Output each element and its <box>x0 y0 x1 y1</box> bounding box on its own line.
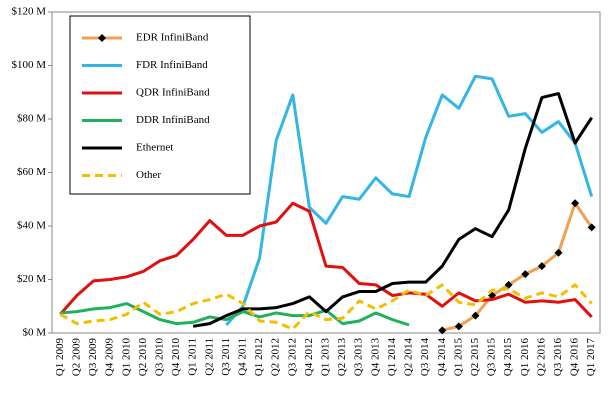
y-tick-label: $80 M <box>17 113 46 125</box>
x-tick-label: Q3 2016 <box>552 338 564 377</box>
x-tick-label: Q4 2015 <box>502 338 514 377</box>
legend-label: QDR InfiniBand <box>136 87 210 99</box>
legend-label: FDR InfiniBand <box>136 59 208 71</box>
series-marker <box>504 280 513 289</box>
legend-label: Ethernet <box>136 142 173 154</box>
legend-marker <box>98 34 106 42</box>
x-tick-label: Q2 2014 <box>403 338 415 377</box>
x-tick-label: Q1 2012 <box>253 338 265 376</box>
legend-label: Other <box>136 169 161 181</box>
series-marker <box>571 199 580 208</box>
x-tick-label: Q1 2011 <box>187 338 199 376</box>
y-tick-label: $100 M <box>11 59 46 71</box>
series-marker <box>454 322 463 331</box>
y-tick-label: $20 M <box>17 273 46 285</box>
x-tick-label: Q3 2013 <box>353 338 365 377</box>
series-line <box>192 92 593 328</box>
x-tick-label: Q3 2010 <box>153 338 165 377</box>
x-tick-label: Q1 2015 <box>452 338 464 377</box>
x-tick-label: Q2 2016 <box>535 338 547 377</box>
series-marker <box>537 262 546 271</box>
x-tick-label: Q2 2011 <box>203 338 215 376</box>
x-tick-label: Q3 2009 <box>87 338 99 377</box>
x-tick-label: Q2 2013 <box>336 338 348 377</box>
x-tick-label: Q1 2017 <box>585 338 597 377</box>
x-tick-label: Q4 2016 <box>569 338 581 377</box>
series-line <box>59 201 593 318</box>
x-tick-label: Q3 2015 <box>486 338 498 377</box>
x-tick-label: Q3 2014 <box>419 338 431 377</box>
series-marker <box>554 248 563 257</box>
x-tick-label: Q1 2016 <box>519 338 531 377</box>
x-tick-label: Q1 2014 <box>386 338 398 377</box>
series-line <box>59 283 593 331</box>
x-tick-label: Q4 2014 <box>436 338 448 377</box>
legend-box <box>69 15 251 195</box>
x-tick-label: Q4 2011 <box>237 338 249 376</box>
series-marker <box>471 311 480 320</box>
x-tick-label: Q3 2011 <box>220 338 232 376</box>
legend-label: DDR InfiniBand <box>136 114 210 126</box>
x-tick-label: Q1 2013 <box>320 338 332 377</box>
y-tick-label: $120 M <box>11 6 46 18</box>
x-tick-label: Q1 2010 <box>120 338 132 377</box>
x-tick-label: Q4 2012 <box>303 338 315 376</box>
legend-label: EDR InfiniBand <box>136 32 209 44</box>
series-marker <box>521 270 530 279</box>
x-tick-label: Q1 2009 <box>54 338 66 377</box>
series-marker <box>438 326 447 335</box>
y-tick-label: $40 M <box>17 220 46 232</box>
series-line <box>225 74 594 326</box>
x-tick-label: Q2 2010 <box>137 338 149 377</box>
x-tick-label: Q2 2009 <box>70 338 82 377</box>
series-marker <box>587 223 596 232</box>
x-tick-label: Q3 2012 <box>286 338 298 376</box>
series-line <box>60 302 410 327</box>
y-tick-label: $0 M <box>22 327 46 339</box>
x-tick-label: Q4 2010 <box>170 338 182 377</box>
x-tick-label: Q2 2015 <box>469 338 481 377</box>
x-tick-label: Q4 2009 <box>104 338 116 377</box>
series-line <box>441 201 593 332</box>
x-tick-label: Q4 2013 <box>369 338 381 377</box>
y-tick-label: $60 M <box>17 166 46 178</box>
x-tick-label: Q2 2012 <box>270 338 282 376</box>
